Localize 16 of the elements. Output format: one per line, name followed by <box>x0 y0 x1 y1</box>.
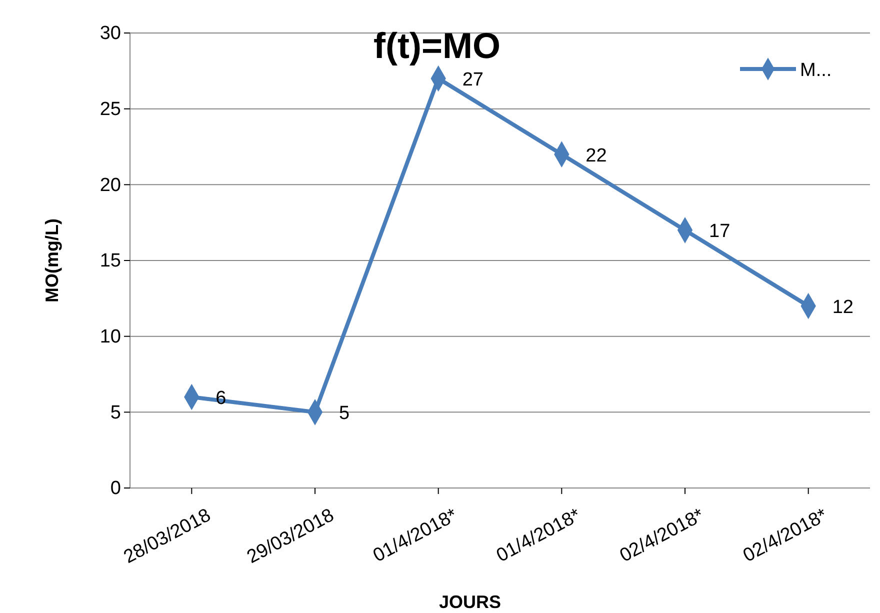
y-tick-label: 0 <box>110 478 121 500</box>
data-label: 22 <box>586 145 607 166</box>
y-tick-label: 5 <box>110 402 121 424</box>
y-tick-label: 30 <box>100 23 121 44</box>
legend-label: M... <box>800 60 832 81</box>
data-label: 27 <box>462 70 484 90</box>
y-tick-label: 25 <box>100 98 121 120</box>
y-tick-label: 15 <box>100 250 121 272</box>
data-label: 12 <box>832 297 854 318</box>
data-label: 5 <box>339 403 350 424</box>
y-axis-title: MO(mg/L) <box>42 218 62 302</box>
data-label: 17 <box>709 221 730 242</box>
chart-title: f(t)=MO <box>374 25 500 66</box>
x-axis-title: JOURS <box>438 592 502 612</box>
y-tick-label: 10 <box>100 326 121 348</box>
y-tick-label: 20 <box>100 174 121 196</box>
